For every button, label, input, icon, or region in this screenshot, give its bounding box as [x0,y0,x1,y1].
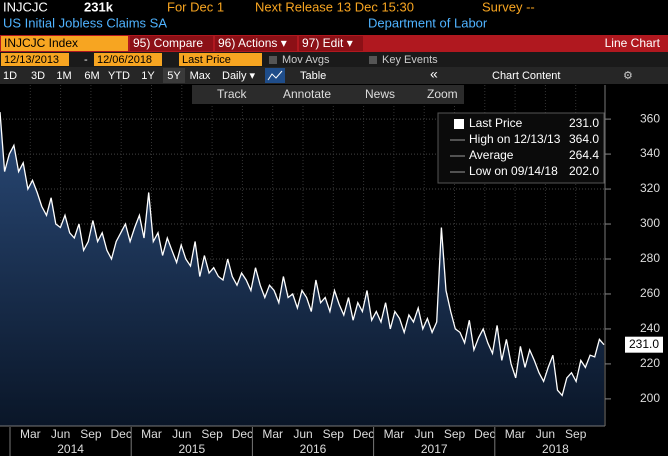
period-selected [163,68,185,83]
checkbox[interactable] [269,56,277,64]
view: Line Chart [605,36,661,50]
legend-label: Last Price [469,116,523,130]
legend-value: 364.0 [569,132,599,146]
mov-avgs: Mov Avgs [282,54,330,66]
settings-bar [0,52,668,67]
source: Department of Labor [368,15,488,30]
start-date-input[interactable] [1,53,69,66]
legend-swatch [454,119,464,129]
legend-label: Average [469,148,514,162]
start-date: 12/13/2013 [4,54,59,66]
x-tick-label: Sep [444,427,466,441]
x-tick-label: Dec [232,427,253,441]
y-tick-label: 240 [640,321,660,335]
legend-box [437,112,605,184]
zoom[interactable]: Zoom [427,87,458,101]
year-label: 2014 [57,442,84,456]
key-events: Key Events [382,54,438,66]
table: Table [300,70,326,82]
news[interactable]: News [365,87,395,101]
x-tick-label: Jun [536,427,555,441]
x-tick-label: Mar [141,427,162,441]
field-select[interactable] [179,53,262,66]
track[interactable]: Track [217,87,248,101]
x-tick-label: Sep [201,427,223,441]
security: INJCJC Index [4,36,78,50]
line-icon[interactable] [265,68,285,83]
period-button[interactable]: 5Y [167,70,181,82]
period-button[interactable]: Max [190,70,211,82]
checkbox[interactable] [369,56,377,64]
area [0,112,604,426]
period-button[interactable]: 1D [3,70,17,82]
period-bar [0,67,668,84]
compare: 95) Compare [133,36,203,50]
next-release: Next Release 13 Dec 15:30 [255,0,414,14]
edit-button[interactable] [299,36,363,51]
security-name: US Initial Jobless Claims SA [3,15,167,30]
chart-tools-bar [192,85,464,104]
legend-value: 264.4 [569,148,599,162]
period-button[interactable]: 1Y [141,70,155,82]
y-tick-label: 260 [640,286,660,300]
compare-button[interactable] [130,36,213,51]
last-value-label: 231.0 [629,337,659,351]
period-button[interactable]: 6M [84,70,99,82]
period-button[interactable]: 1M [56,70,71,82]
year-label: 2016 [300,442,327,456]
y-tick-label: 340 [640,146,660,160]
x-tick-label: Sep [323,427,345,441]
legend-value: 202.0 [569,164,599,178]
legend-value: 231.0 [569,116,599,130]
edit: 97) Edit ▾ [302,36,353,50]
end-date: 12/06/2018 [97,54,152,66]
dash: - [84,54,88,66]
year-label: 2018 [542,442,569,456]
security-input[interactable] [1,36,128,51]
x-tick-label: Jun [415,427,434,441]
y-tick-label: 280 [640,251,660,265]
survey: Survey -- [482,0,535,14]
x-tick-label: Sep [565,427,587,441]
x-tick-label: Sep [80,427,102,441]
annotate[interactable]: Annotate [283,87,331,101]
period-button[interactable]: YTD [108,70,130,82]
x-tick-label: Mar [505,427,526,441]
x-tick-label: Mar [384,427,405,441]
period-button[interactable]: 3D [31,70,45,82]
y-tick-label: 360 [640,111,660,125]
x-tick-label: Mar [262,427,283,441]
y-tick-label: 300 [640,216,660,230]
frequency[interactable]: Daily ▾ [222,70,256,82]
year-label: 2015 [178,442,205,456]
last-value-tag [625,336,663,353]
x-tick-label: Jun [51,427,70,441]
x-tick-label: Dec [111,427,132,441]
y-tick-label: 320 [640,181,660,195]
year-label: 2017 [421,442,448,456]
legend-label: Low on 09/14/18 [469,164,558,178]
value: 231k [84,0,114,14]
x-tick-label: Mar [20,427,41,441]
legend-label: High on 12/13/13 [469,132,561,146]
field: Last Price [182,54,231,66]
actions-button[interactable] [215,36,297,51]
line [0,112,605,397]
line-icon-glyph [267,70,283,81]
y-tick-label: 200 [640,391,660,405]
x-tick-label: Dec [353,427,374,441]
x-tick-label: Jun [172,427,191,441]
gear[interactable]: ⚙ [623,70,633,82]
ticker: INJCJC [3,0,48,14]
y-tick-label: 220 [640,356,660,370]
chart-content[interactable]: Chart Content [492,70,560,82]
for: For Dec 1 [167,0,224,14]
actions: 96) Actions ▾ [218,36,287,50]
collapse[interactable]: « [430,66,438,82]
x-tick-label: Jun [293,427,312,441]
x-tick-label: Dec [474,427,495,441]
end-date-input[interactable] [94,53,162,66]
